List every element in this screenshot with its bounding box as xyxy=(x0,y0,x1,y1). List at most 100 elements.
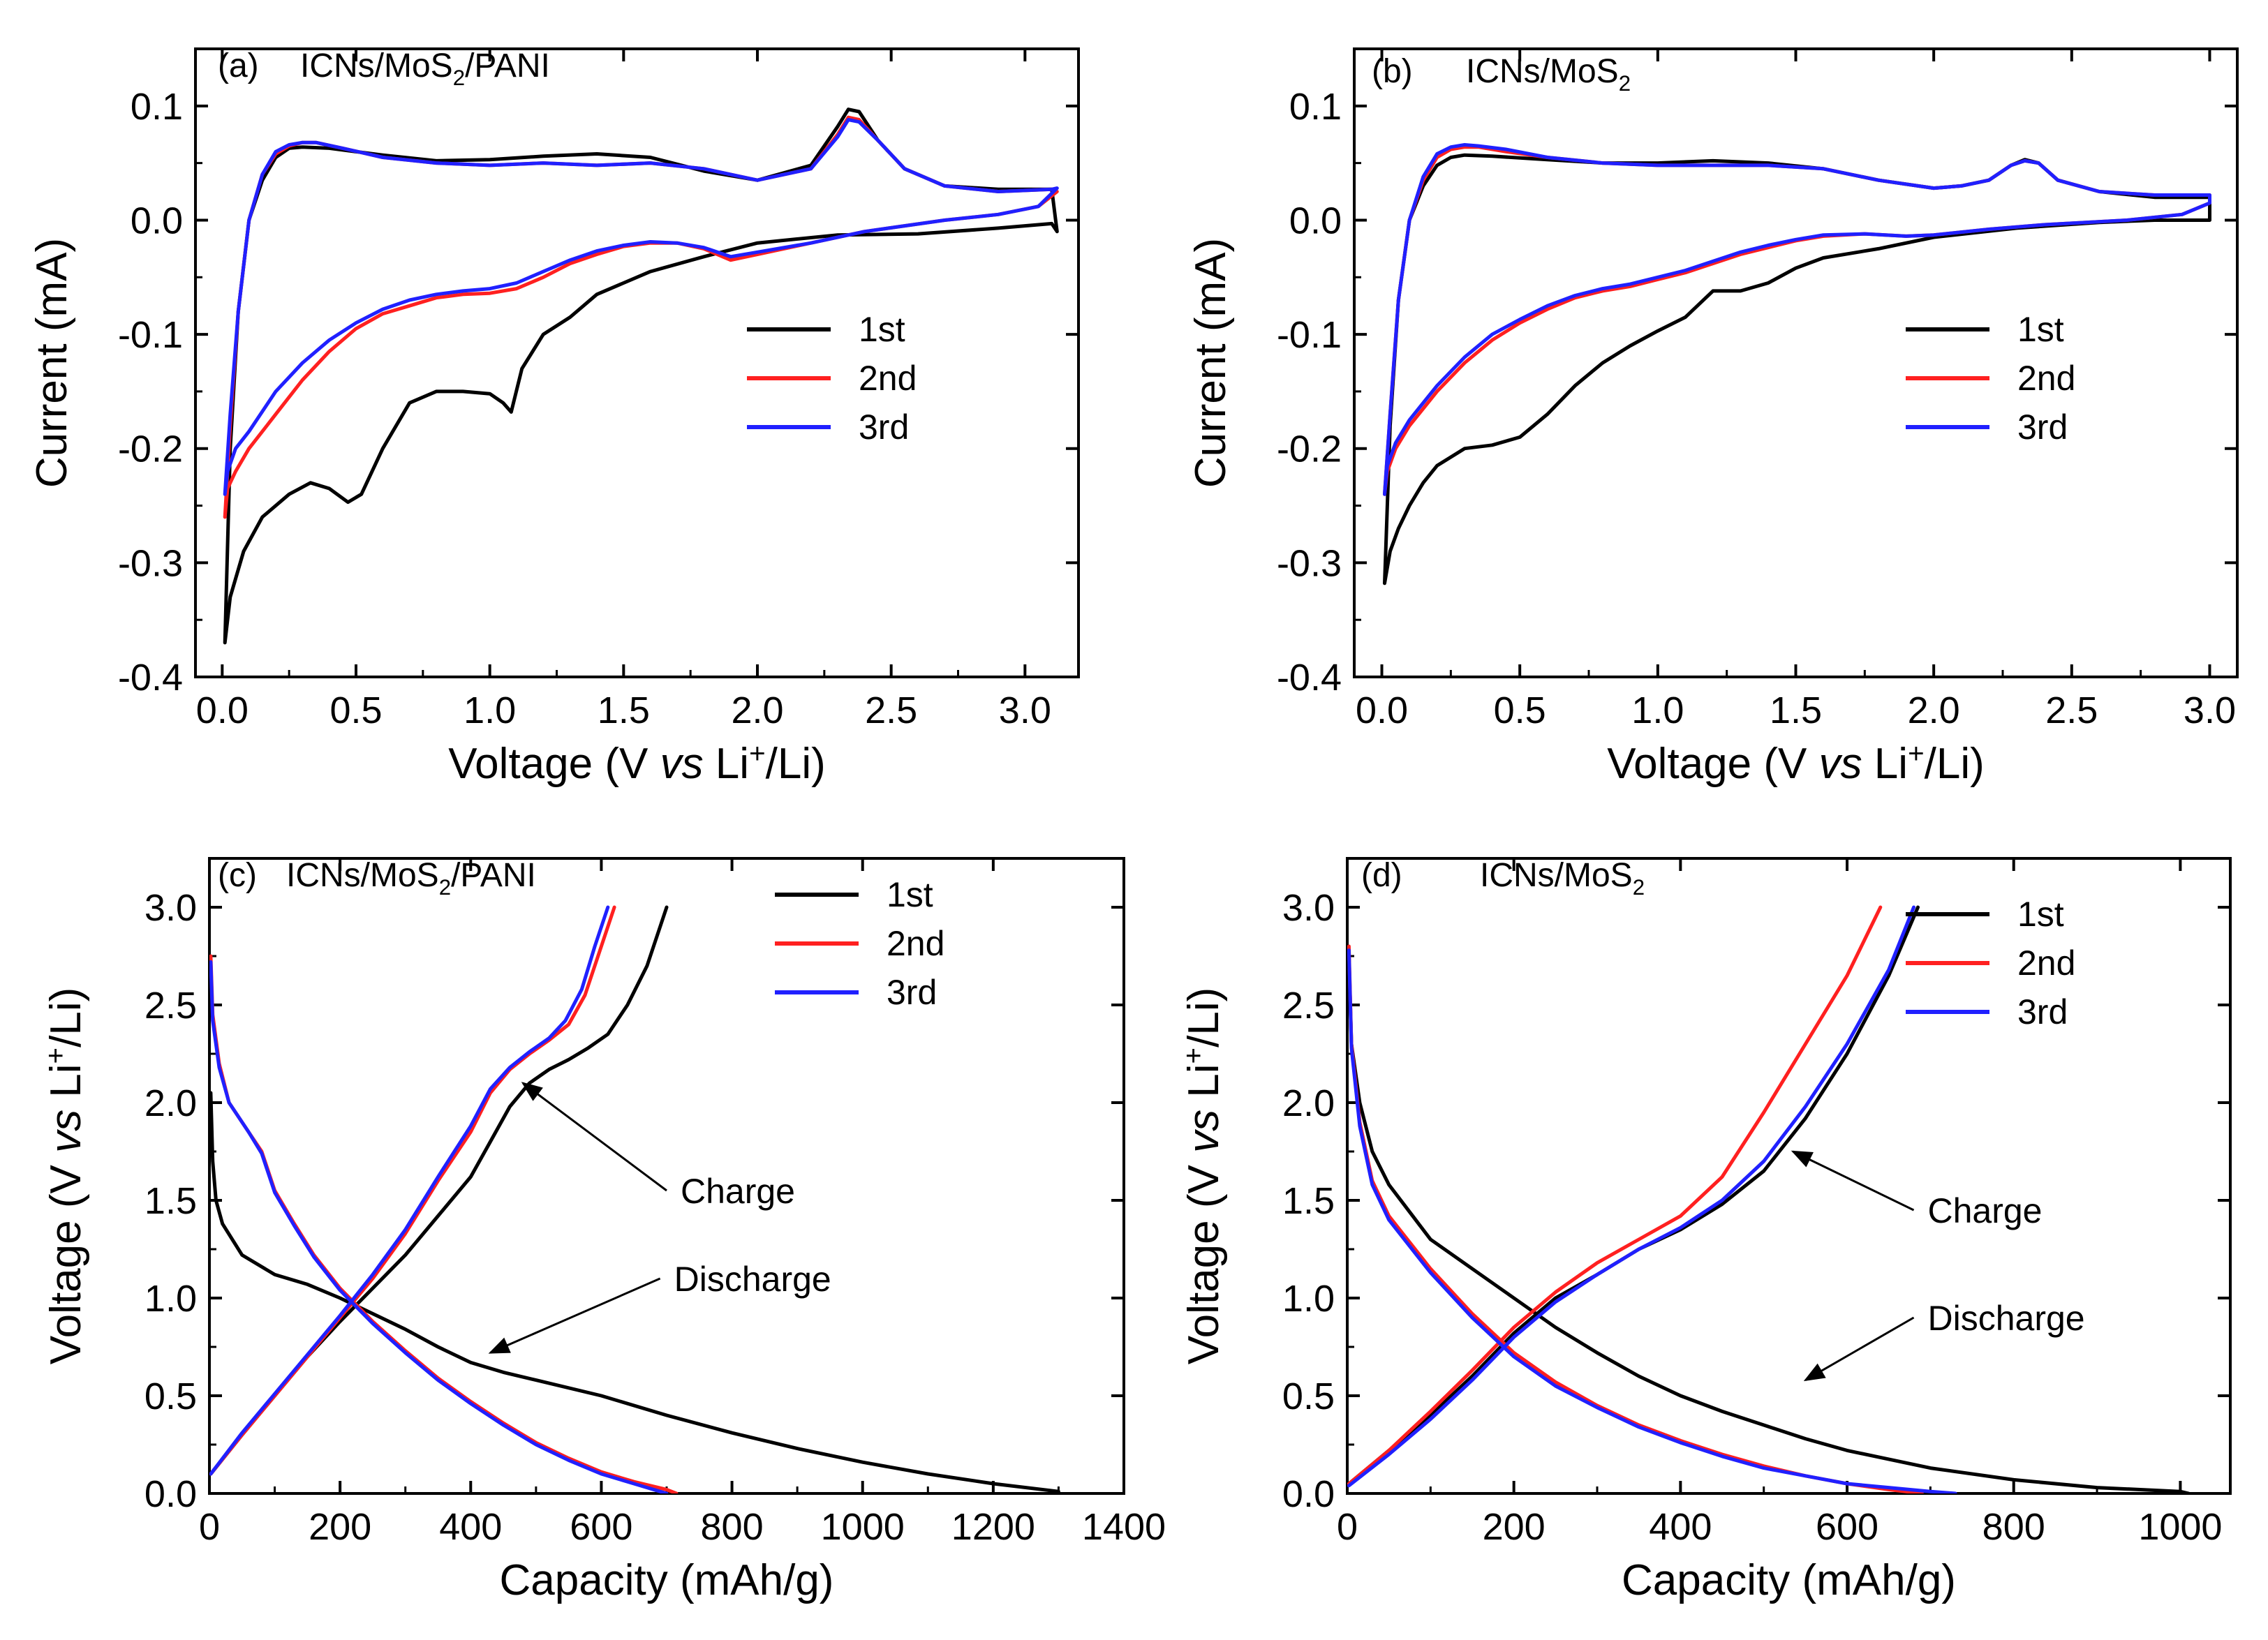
y-tick-label: 0.0 xyxy=(1282,1473,1335,1515)
x-tick-label: 2.0 xyxy=(1908,689,1960,731)
plot-frame xyxy=(1346,857,2232,1495)
series-line-3rd-discharge xyxy=(1347,948,1957,1493)
x-tick-label: 0 xyxy=(199,1506,220,1548)
annotation-arrow xyxy=(1791,1150,1915,1212)
legend-label: 2nd xyxy=(2017,944,2075,983)
x-tick-label: 1200 xyxy=(951,1506,1035,1548)
annotation-arrow xyxy=(488,1277,661,1354)
series-group xyxy=(223,107,1059,645)
x-tick-label: 600 xyxy=(570,1506,632,1548)
panel-label: (c) xyxy=(218,857,257,894)
y-tick-label: -0.3 xyxy=(1277,542,1342,584)
panel-b: 0.0 0.5 1.0 1.5 2.0 2.5 3.0 -0.4 -0.3 -0.2 -0.1 0.0… xyxy=(1187,47,2239,788)
y-tick-label: 0.5 xyxy=(1282,1376,1335,1417)
y-axis-label: Current (mA) xyxy=(28,238,76,488)
series-line-3rd-charge xyxy=(1347,905,1915,1488)
y-tick-label: -0.2 xyxy=(118,428,183,470)
legend-label: 2nd xyxy=(2017,359,2075,398)
panel-label: (d) xyxy=(1361,857,1402,894)
panel-title: ICNs/MoS2/PANI xyxy=(300,47,550,90)
y-axis-label: Current (mA) xyxy=(1187,238,1235,488)
y-tick-label: 2.0 xyxy=(144,1082,197,1124)
series-line-3rd-charge xyxy=(209,905,610,1476)
y-tick-label: 2.0 xyxy=(1282,1082,1335,1124)
annotation-arrow xyxy=(1803,1316,1915,1382)
panel-c: 0 200 400 600 800 1000 1200 1400 0.0 0.5 1.0 1.5 2.0… xyxy=(40,857,1166,1604)
x-tick-label: 3.0 xyxy=(2184,689,2236,731)
legend-label: 1st xyxy=(2017,895,2064,934)
y-tick-label: 1.0 xyxy=(144,1278,197,1320)
x-tick-label: 0 xyxy=(1337,1506,1358,1548)
x-tick-label: 1.5 xyxy=(1770,689,1822,731)
y-tick-label: -0.1 xyxy=(118,314,183,356)
x-tick-label: 3.0 xyxy=(999,689,1051,731)
x-tick-label: 1000 xyxy=(821,1506,905,1548)
y-tick-label: -0.4 xyxy=(118,657,183,699)
y-tick-label: -0.3 xyxy=(118,542,183,584)
y-axis-label: Voltage (V vs Li+/Li) xyxy=(1178,987,1228,1365)
series-line-3rd xyxy=(223,118,1059,496)
annotation-charge: Charge xyxy=(1928,1191,2043,1230)
x-tick-label: 0.5 xyxy=(329,689,382,731)
legend: 1st 2nd 3rd xyxy=(1906,310,2075,447)
x-tick-label: 400 xyxy=(439,1506,502,1548)
panel-title: ICNs/MoS2/PANI xyxy=(286,857,536,900)
y-tick-label: 0.0 xyxy=(144,1473,197,1515)
legend-label: 2nd xyxy=(859,359,917,398)
series-group xyxy=(1347,905,2191,1493)
y-tick-label: 3.0 xyxy=(1282,887,1335,929)
x-tick-label: 2.5 xyxy=(865,689,917,731)
y-tick-label: 1.5 xyxy=(1282,1180,1335,1222)
panel-d: 0 200 400 600 800 1000 0.0 0.5 1.0 1.5 2.0 2.5 3.0 Ca… xyxy=(1178,857,2232,1604)
x-tick-label: 0.0 xyxy=(1356,689,1408,731)
x-tick-label: 1.0 xyxy=(1631,689,1684,731)
legend-label: 1st xyxy=(2017,310,2064,349)
series-line-1st-discharge xyxy=(1347,954,2191,1493)
y-tick-label: 0.0 xyxy=(131,200,183,241)
x-tick-label: 1.5 xyxy=(598,689,650,731)
panel-title: ICNs/MoS2 xyxy=(1480,857,1645,900)
x-axis-label: Capacity (mAh/g) xyxy=(500,1556,834,1604)
series-group xyxy=(1383,143,2211,586)
x-tick-label: 1400 xyxy=(1082,1506,1166,1548)
panel-a: 0.0 0.5 1.0 1.5 2.0 2.5 3.0 -0.4 -0.3 -0.2 -0.1 0.0… xyxy=(28,47,1080,788)
x-tick-label: 800 xyxy=(1982,1506,2045,1548)
y-tick-label: -0.2 xyxy=(1277,428,1342,470)
plot-frame xyxy=(194,47,1080,678)
x-tick-label: 200 xyxy=(309,1506,371,1548)
y-tick-label: -0.4 xyxy=(1277,657,1342,699)
panel-title: ICNs/MoS2 xyxy=(1466,53,1631,96)
x-tick-label: 800 xyxy=(701,1506,764,1548)
legend-label: 3rd xyxy=(2017,992,2068,1031)
x-axis-label: Voltage (V vs Li+/Li) xyxy=(1607,738,1985,788)
x-tick-label: 1000 xyxy=(2138,1506,2222,1548)
x-tick-label: 0.5 xyxy=(1494,689,1546,731)
legend-label: 2nd xyxy=(887,924,944,963)
x-axis-label: Capacity (mAh/g) xyxy=(1622,1556,1956,1604)
y-tick-label: 0.5 xyxy=(144,1376,197,1417)
y-tick-label: 3.0 xyxy=(144,887,197,929)
x-tick-label: 1.0 xyxy=(464,689,516,731)
legend: 1st 2nd 3rd xyxy=(747,310,917,447)
x-tick-label: 0.0 xyxy=(196,689,249,731)
series-group xyxy=(209,905,1060,1493)
series-line-1st xyxy=(1383,153,2211,586)
x-tick-label: 2.0 xyxy=(731,689,783,731)
x-axis-label: Voltage (V vs Li+/Li) xyxy=(448,738,826,788)
legend-label: 3rd xyxy=(859,408,909,447)
y-tick-label: 0.0 xyxy=(1289,200,1342,241)
legend-label: 3rd xyxy=(2017,408,2068,447)
x-tick-label: 200 xyxy=(1483,1506,1546,1548)
legend-label: 1st xyxy=(859,310,905,349)
legend: 1st 2nd 3rd xyxy=(1906,895,2075,1031)
panel-label: (a) xyxy=(218,47,259,84)
y-tick-label: -0.1 xyxy=(1277,314,1342,356)
panel-label: (b) xyxy=(1372,53,1413,90)
y-tick-label: 0.1 xyxy=(1289,86,1342,128)
y-tick-label: 2.5 xyxy=(144,985,197,1027)
legend: 1st 2nd 3rd xyxy=(775,875,944,1012)
annotation-discharge: Discharge xyxy=(674,1260,831,1299)
series-line-1st-discharge xyxy=(209,1091,1060,1493)
y-tick-label: 0.1 xyxy=(131,86,183,128)
